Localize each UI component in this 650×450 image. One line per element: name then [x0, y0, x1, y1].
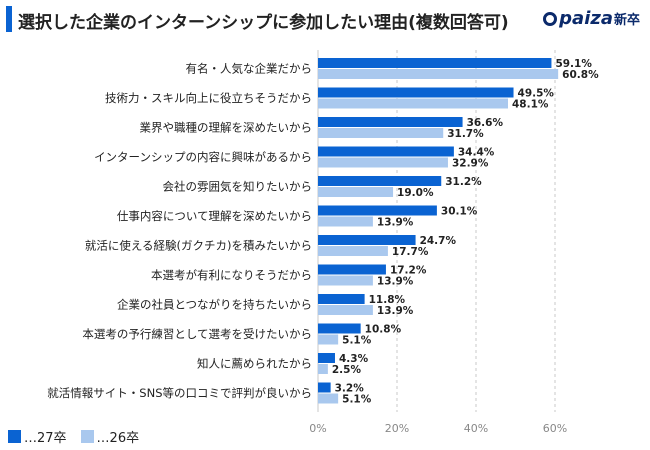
bar-26 [318, 187, 394, 197]
category-label: インターンシップの内容に興味があるから [94, 150, 312, 164]
bar-27 [318, 264, 386, 275]
legend-label-26: …26卒 [96, 431, 140, 446]
bar-26 [318, 364, 328, 374]
category-label: 技術力・スキル向上に役立ちそうだから [105, 91, 312, 105]
x-tick-label: 0% [309, 422, 326, 435]
value-label-27: 11.8% [369, 294, 406, 306]
value-label-26: 60.8% [562, 69, 599, 81]
category-label: 本選考が有利になりそうだから [151, 268, 312, 282]
value-label-26: 32.9% [452, 158, 489, 170]
category-label: 知人に薦められたから [197, 357, 312, 371]
bar-26 [318, 98, 508, 109]
value-label-26: 19.0% [397, 187, 434, 199]
bar-27 [318, 58, 552, 68]
x-tick-label: 20% [385, 422, 409, 435]
bar-27 [318, 323, 361, 334]
value-label-26: 13.9% [377, 305, 414, 317]
bar-26 [318, 128, 444, 138]
value-label-26: 48.1% [512, 99, 549, 111]
category-label: 就活に使える経験(ガクチカ)を積みたいから [85, 239, 312, 253]
category-label: 有名・人気な企業だから [186, 62, 313, 76]
value-label-27: 17.2% [390, 265, 427, 277]
logo-text: paiza [559, 8, 613, 29]
value-label-27: 30.1% [441, 206, 478, 218]
bar-27 [318, 87, 514, 98]
value-label-27: 24.7% [420, 235, 457, 247]
bar-27 [318, 176, 442, 186]
legend-label-27: …27卒 [24, 431, 67, 446]
bar-26 [318, 216, 373, 227]
bar-27 [318, 382, 331, 393]
logo-mark-icon [543, 11, 558, 26]
bar-26 [318, 275, 373, 286]
value-label-26: 13.9% [377, 217, 414, 229]
bar-27 [318, 235, 416, 245]
value-label-26: 5.1% [342, 394, 372, 406]
bar-27 [318, 117, 463, 127]
legend-swatch-26 [80, 430, 94, 443]
legend-item-27: …27卒 [8, 427, 67, 446]
value-label-26: 13.9% [377, 276, 414, 288]
x-tick-label: 60% [543, 422, 567, 435]
chart-title: 選択した企業のインターンシップに参加したい理由(複数回答可) [18, 13, 509, 33]
value-label-27: 36.6% [467, 117, 504, 129]
bar-26 [318, 69, 559, 79]
value-label-27: 10.8% [365, 324, 402, 336]
legend-swatch-27 [8, 430, 21, 443]
category-label: 会社の雰囲気を知りたいから [163, 180, 313, 194]
category-label: 業界や職種の理解を深めたいから [140, 121, 313, 135]
title-accent-bar [6, 6, 12, 32]
value-label-27: 59.1% [555, 58, 592, 70]
value-label-27: 4.3% [339, 353, 369, 365]
bar-27 [318, 294, 365, 304]
category-label: 仕事内容について理解を深めたいから [117, 209, 312, 223]
logo-sub: 新卒 [613, 13, 640, 28]
bar-26 [318, 393, 339, 404]
bar-27 [318, 146, 454, 157]
value-label-26: 17.7% [392, 246, 429, 258]
value-label-27: 34.4% [458, 147, 495, 159]
bar-26 [318, 305, 373, 315]
bar-26 [318, 334, 339, 345]
value-label-26: 2.5% [332, 364, 362, 376]
value-label-27: 31.2% [445, 176, 482, 188]
value-label-26: 31.7% [447, 128, 484, 140]
bar-26 [318, 157, 448, 168]
bar-27 [318, 353, 335, 363]
value-label-27: 49.5% [518, 88, 555, 100]
legend: …27卒 …26卒 [8, 427, 153, 446]
legend-item-26: …26卒 [80, 427, 140, 446]
x-tick-label: 40% [464, 422, 488, 435]
category-label: 本選考の予行練習として選考を受けたいから [82, 327, 312, 341]
logo: paiza 新卒 [543, 8, 640, 29]
value-label-27: 3.2% [335, 383, 365, 395]
category-label: 企業の社員とつながりを持ちたいから [117, 298, 312, 312]
category-label: 就活情報サイト・SNS等の口コミで評判が良いから [47, 386, 312, 400]
value-label-26: 5.1% [342, 335, 372, 347]
bar-27 [318, 205, 437, 216]
bar-26 [318, 246, 388, 256]
